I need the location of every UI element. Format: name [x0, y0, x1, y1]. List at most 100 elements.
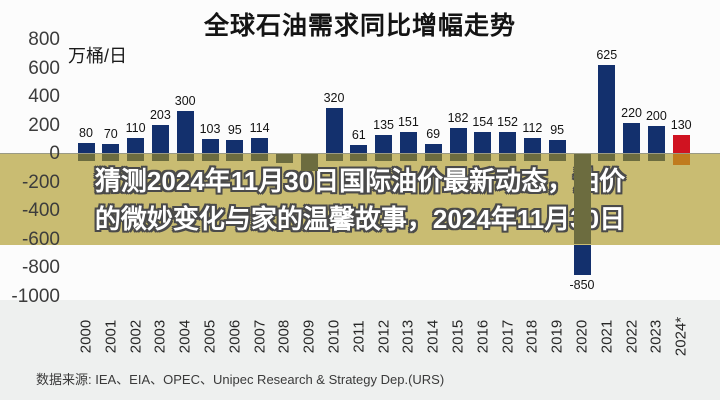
data-source-caption: 数据来源: IEA、EIA、OPEC、Unipec Research & Str… [36, 372, 445, 387]
bar-base-stub-2015 [449, 154, 467, 161]
bar-value-label-2017: 152 [497, 115, 519, 130]
bar-value-label-2014: 69 [426, 127, 441, 142]
bar-2019 [548, 140, 566, 154]
bar-value-label-2022: 220 [621, 105, 643, 120]
y-tick--800: -800 [21, 257, 60, 278]
bar-base-stub-2019 [548, 154, 566, 161]
bar-2016 [474, 132, 492, 154]
y-tick--1000: -1000 [11, 285, 60, 307]
bar-base-stub-2022 [623, 154, 641, 161]
bar-value-label-2024*: 130 [670, 118, 692, 133]
bar-value-label-2006: 95 [227, 123, 242, 138]
bar-base-stub-2010 [325, 154, 343, 161]
y-axis-unit-label: 万桶/日 [68, 46, 128, 66]
x-tick-2014: 2014 [424, 319, 442, 354]
bar-base-stub-2017 [499, 154, 517, 161]
y-tick-200: 200 [28, 114, 60, 136]
x-tick-2001: 2001 [102, 319, 120, 354]
bar-base-stub-2004 [176, 154, 194, 161]
bar-value-label-2003: 203 [149, 108, 171, 123]
bar-2022 [623, 122, 641, 154]
x-tick-2012: 2012 [375, 319, 393, 354]
bar-base-stub-2007 [251, 154, 269, 161]
x-tick-2022: 2022 [623, 319, 641, 354]
bar-value-label-2020: -850 [569, 278, 595, 293]
headline-line-2: 的微妙变化与家的温馨故事，2024年11月30日 [94, 203, 626, 234]
bar-value-label-2004: 300 [174, 94, 196, 109]
bar-2002 [127, 138, 145, 154]
x-tick-2005: 2005 [201, 319, 219, 354]
x-tick-2007: 2007 [251, 319, 269, 354]
bar-value-label-2011: 61 [351, 128, 366, 143]
bar-2005 [201, 139, 219, 154]
bar-value-label-2023: 200 [645, 108, 667, 123]
bar-2014 [424, 144, 442, 154]
bar-value-label-2000: 80 [79, 125, 93, 140]
bar-2012 [375, 134, 393, 154]
x-tick-2020: 2020 [573, 319, 591, 354]
x-tick-2021: 2021 [598, 319, 616, 354]
x-tick-2011: 2011 [350, 320, 368, 353]
bar-base-stub-2006 [226, 154, 244, 161]
bar-2010 [325, 108, 343, 154]
bar-base-stub-2016 [474, 154, 492, 161]
bar-value-label-2018: 112 [522, 121, 543, 136]
y-tick-600: 600 [28, 57, 60, 79]
bar-value-label-2005: 103 [199, 122, 221, 137]
bar-base-stub-2018 [523, 154, 541, 161]
bar-2013 [399, 132, 417, 154]
y-tick--600: -600 [21, 228, 60, 250]
x-tick-2010: 2010 [325, 319, 343, 354]
bar-2009 [300, 154, 318, 172]
bar-2008 [275, 154, 293, 163]
bar-base-stub-2000 [77, 154, 95, 161]
x-tick-2002: 2002 [127, 319, 145, 354]
bar-base-stub-2021 [598, 154, 616, 161]
bar-base-stub-2023 [647, 154, 665, 161]
bar-base-stub-2013 [399, 154, 417, 161]
bar-base-stub-2002 [127, 154, 145, 161]
x-tick-2006: 2006 [226, 319, 244, 354]
bar-2011 [350, 145, 368, 154]
bar-value-label-2015: 182 [447, 111, 469, 126]
bar-value-label-2021: 625 [596, 47, 618, 62]
bar-base-stub-2024* [672, 154, 690, 165]
bar-2018 [523, 138, 541, 154]
y-tick-400: 400 [28, 86, 60, 107]
bar-2023 [647, 125, 665, 154]
chart-title: 全球石油需求同比增幅走势 [203, 12, 516, 40]
headline-overlay-band: 猜测2024年11月30日国际油价最新动态，油价 的微妙变化与家的温馨故事，20… [0, 153, 720, 245]
bar-value-label-2001: 70 [103, 127, 118, 142]
x-tick-2004: 2004 [176, 319, 194, 354]
bar-base-stub-2003 [151, 154, 169, 161]
bar-2017 [499, 132, 517, 154]
bar-2020-in-band [573, 154, 591, 244]
bar-2007 [251, 137, 269, 154]
bar-2021 [598, 64, 616, 154]
bar-2015 [449, 128, 467, 154]
y-tick--400: -400 [21, 200, 60, 221]
bar-value-label-2010: 320 [323, 91, 345, 106]
headline-line-1: 猜测2024年11月30日国际油价最新动态，油价 [94, 165, 626, 196]
bar-value-label-2019: 95 [550, 123, 565, 138]
bar-value-label-2016: 154 [472, 115, 494, 130]
bar-2004 [176, 111, 194, 154]
x-tick-2003: 2003 [151, 319, 169, 354]
bar-2000 [77, 142, 95, 154]
bar-2006 [226, 140, 244, 154]
bar-base-stub-2011 [350, 154, 368, 161]
x-tick-2008: 2008 [275, 319, 293, 354]
bar-2024* [672, 135, 690, 154]
y-tick-0: 0 [49, 143, 60, 164]
bar-base-stub-2005 [201, 154, 219, 161]
x-tick-2015: 2015 [449, 319, 467, 354]
x-tick-2000: 2000 [77, 319, 95, 354]
bar-2020 [573, 244, 591, 276]
y-tick--200: -200 [21, 171, 60, 193]
x-tick-2019: 2019 [548, 319, 566, 354]
x-tick-2023: 2023 [647, 319, 665, 354]
x-tick-2017: 2017 [499, 319, 517, 354]
bar-base-stub-2014 [424, 154, 442, 161]
x-tick-2018: 2018 [523, 319, 541, 354]
